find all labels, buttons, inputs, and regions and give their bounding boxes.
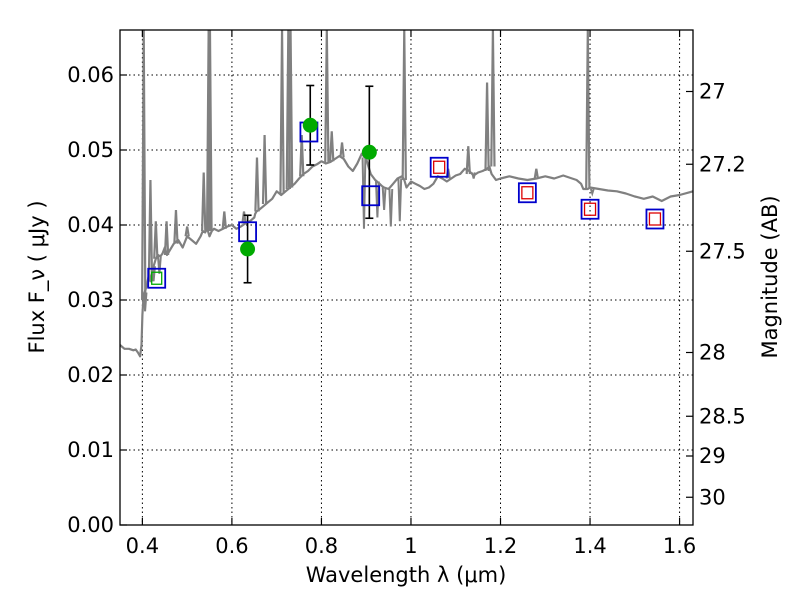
x-tick-label: 1 — [404, 534, 417, 558]
x-tick-label: 1.4 — [573, 534, 606, 558]
y-tick-label: 0.03 — [67, 288, 114, 312]
y-tick-label: 0.05 — [67, 138, 114, 162]
absorption-line — [361, 157, 367, 229]
observed-photometry-point — [361, 144, 377, 160]
emission-line — [299, 134, 305, 177]
emission-line — [465, 146, 471, 175]
absorption-line — [142, 292, 148, 312]
upper-band-point-box — [433, 160, 446, 174]
emission-line — [184, 226, 190, 237]
y2-tick-label: 27.2 — [699, 152, 746, 176]
emission-line — [163, 221, 170, 256]
absorption-line — [471, 172, 477, 179]
emission-line — [254, 157, 260, 212]
plot-frame — [119, 29, 694, 526]
emission-line — [287, 30, 294, 188]
upper-band-point-box — [648, 212, 662, 226]
model-photometry-box — [429, 156, 449, 178]
x-tick-label: 1.2 — [484, 534, 517, 558]
absorption-line — [397, 178, 403, 222]
x-tick-label: 0.8 — [305, 534, 338, 558]
y-tick-label: 0.04 — [67, 213, 114, 237]
emission-line — [201, 172, 207, 232]
emission-line — [585, 30, 591, 190]
observed-box-inner — [151, 271, 163, 285]
emission-line — [141, 30, 147, 301]
emission-line — [279, 30, 285, 194]
absorption-line — [589, 188, 595, 197]
emission-line — [401, 30, 407, 181]
emission-line — [484, 82, 490, 172]
model-photometry-box — [645, 208, 665, 230]
y2-tick-label: 28 — [699, 341, 726, 365]
model-photometry-box — [517, 182, 537, 204]
emission-line — [533, 168, 540, 179]
x-tick-label: 0.6 — [215, 534, 248, 558]
emission-line — [324, 30, 330, 163]
emission-line — [147, 179, 154, 282]
y2-tick-label: 27.5 — [699, 239, 746, 263]
y-tick-label: 0.01 — [67, 438, 114, 462]
y2-tick-label: 29 — [699, 444, 726, 468]
emission-line — [221, 211, 227, 229]
emission-line — [329, 131, 335, 162]
y-tick-label: 0.06 — [67, 63, 114, 87]
observed-photometry-point — [302, 117, 318, 133]
emission-line — [153, 221, 159, 259]
plot-background — [120, 30, 693, 525]
model-photometry-box — [238, 221, 257, 243]
absorption-line — [381, 187, 387, 211]
y2-tick-label: 28.5 — [699, 404, 746, 428]
emission-line — [173, 209, 179, 244]
axis-ticks: 0.4 0.6 0.8 1 1.2 1.4 1.6 0.00 0.01 0.02 0.03 0.04 0… — [67, 30, 746, 558]
y-tick-label: 0.00 — [67, 513, 114, 537]
y2-tick-label: 27 — [699, 80, 726, 104]
upper-band-point-box — [583, 202, 597, 216]
observed-photometry-point — [240, 241, 256, 257]
model-photometry-box — [361, 185, 381, 207]
x-tick-label: 0.4 — [126, 534, 159, 558]
y-axis-label: Flux F_ν ( μJy ) — [25, 200, 50, 353]
emission-line — [261, 134, 268, 205]
absorption-line — [388, 188, 394, 227]
emission-line — [339, 142, 345, 158]
x-axis-label: Wavelength λ (μm) — [306, 563, 507, 587]
model-photometry-box — [147, 267, 167, 289]
y-tick-label: 0.02 — [67, 363, 114, 387]
x-tick-label: 1.6 — [663, 534, 696, 558]
absorption-line — [151, 266, 156, 282]
plot-markers — [147, 84, 665, 289]
emission-line — [490, 30, 496, 167]
upper-band-point-box — [521, 186, 534, 200]
model-photometry-box — [580, 198, 600, 220]
y2-tick-label: 30 — [699, 485, 726, 509]
absorption-line — [156, 256, 162, 274]
y2-axis-label: Magnitude (AB) — [758, 195, 782, 358]
emission-line — [241, 211, 247, 224]
emission-line — [207, 30, 213, 232]
